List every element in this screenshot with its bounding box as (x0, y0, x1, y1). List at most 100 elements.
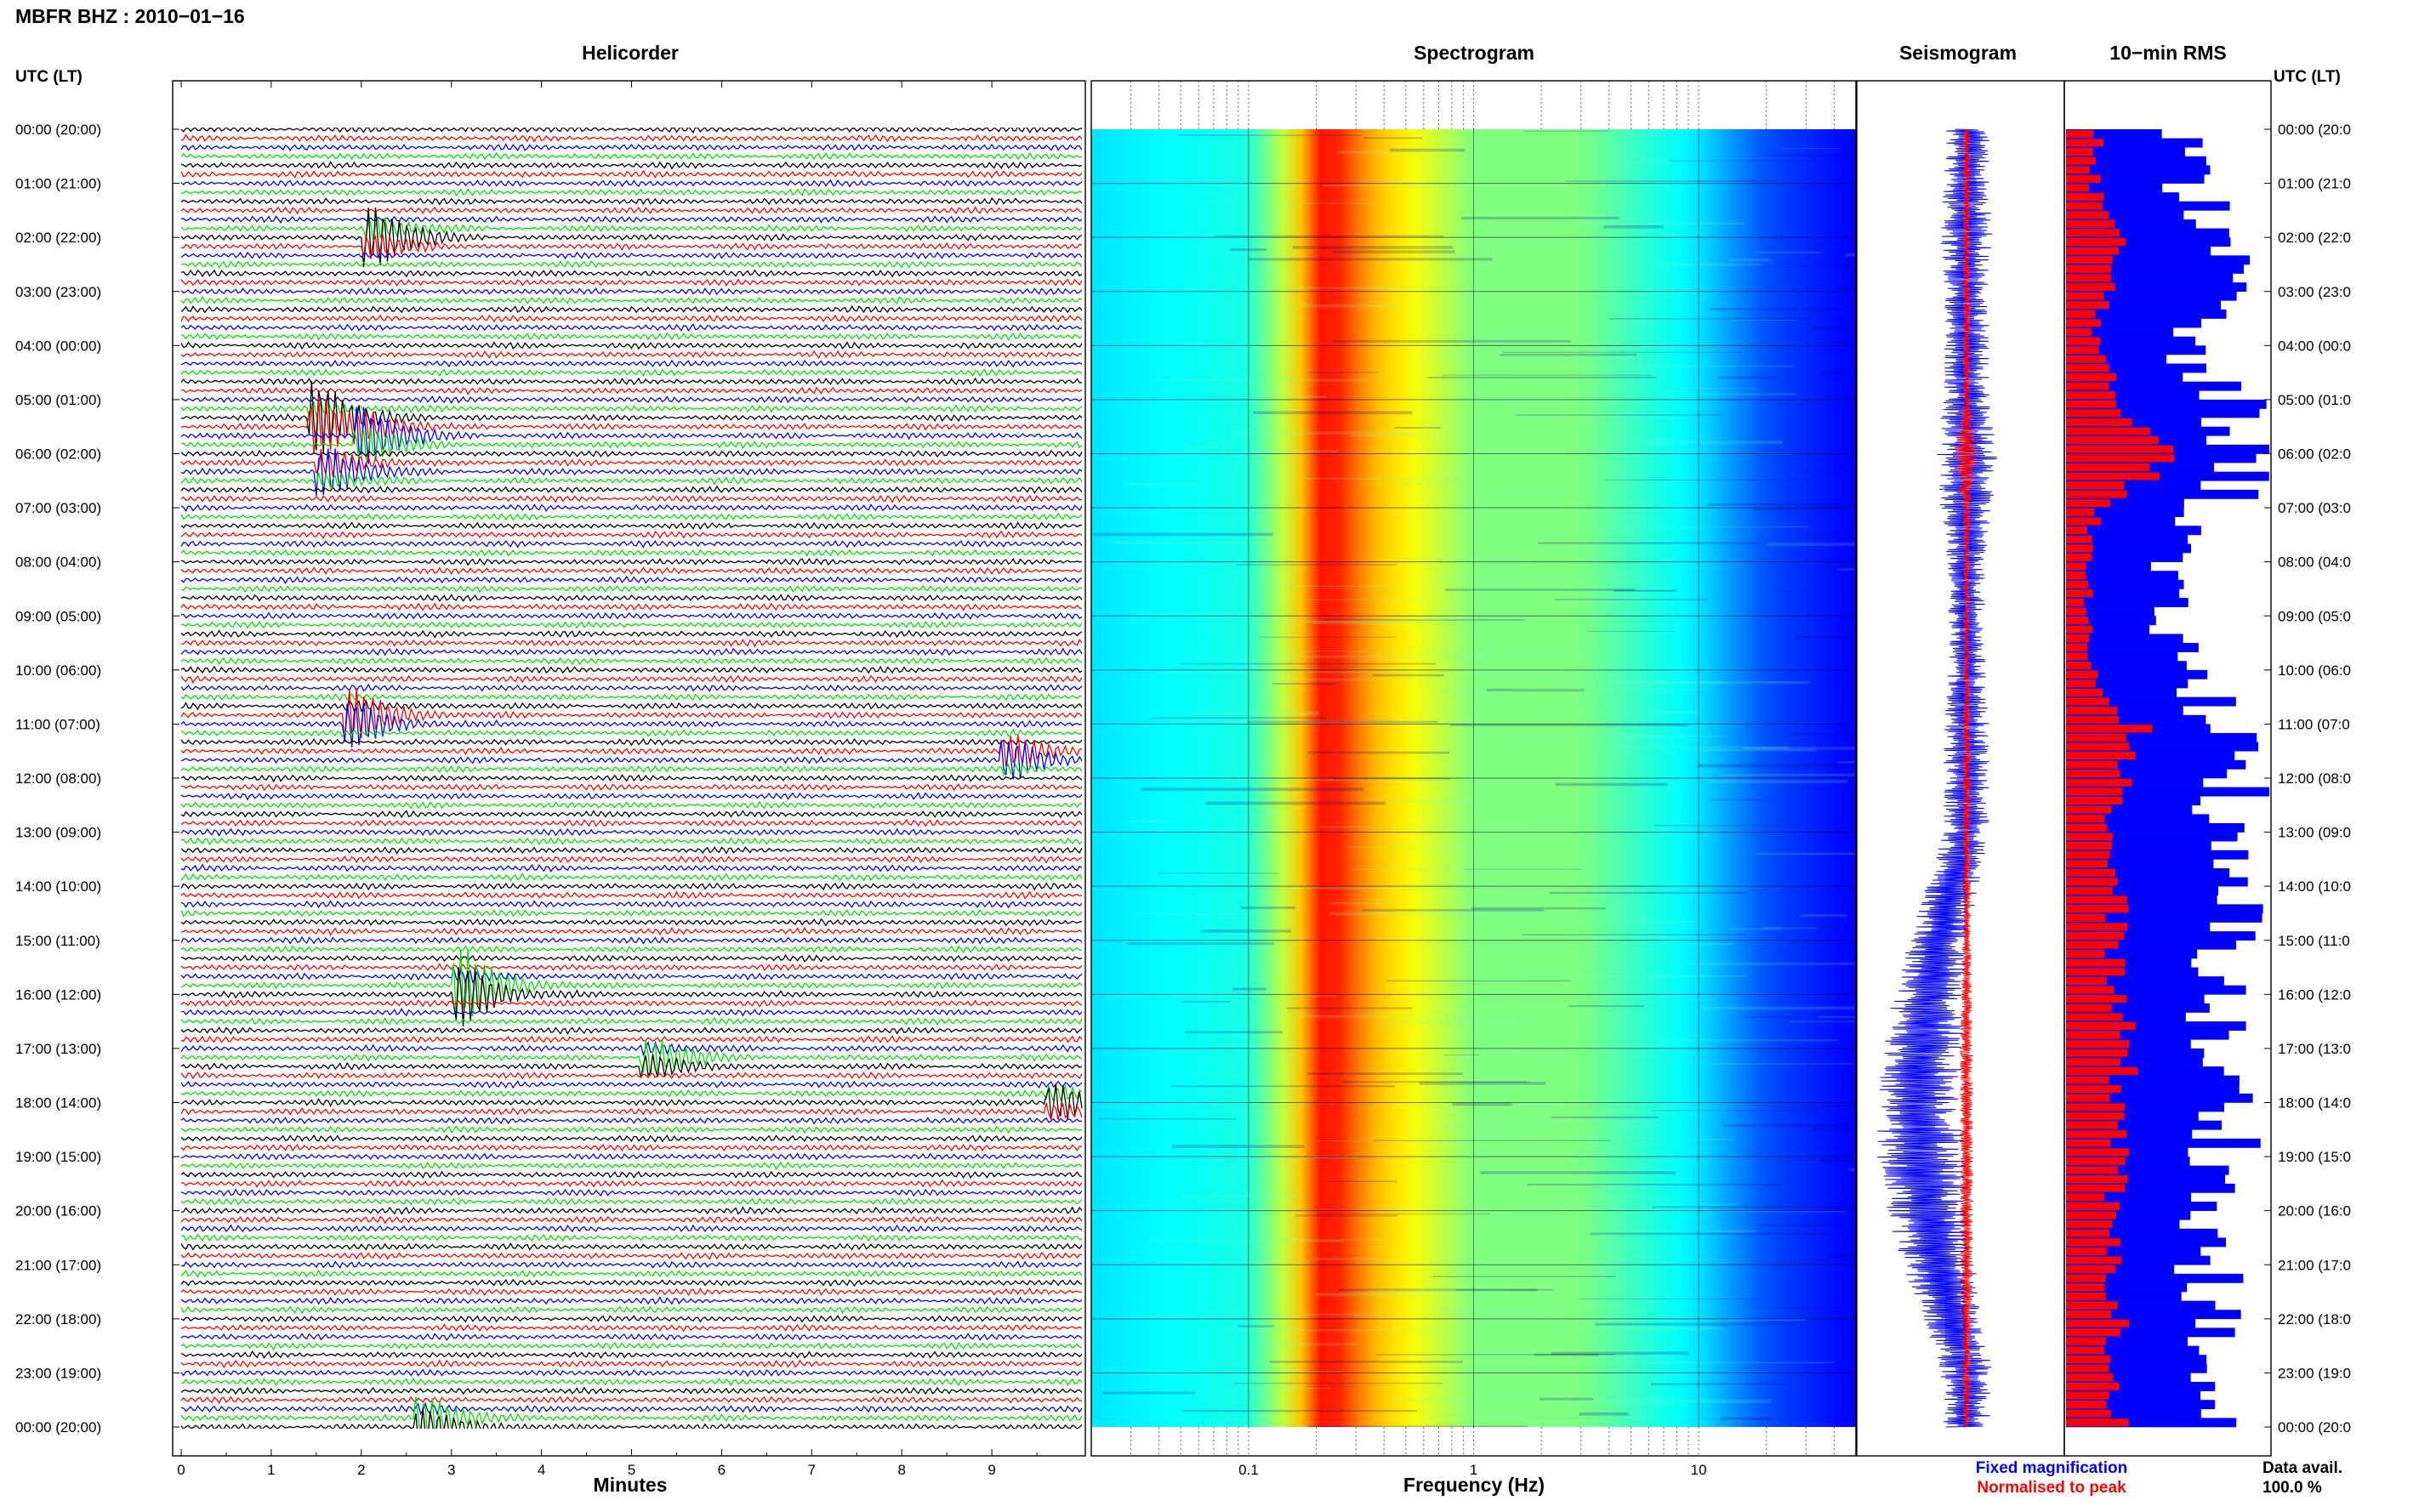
helicorder-trace (180, 1179, 1083, 1188)
spectrogram-streak (1375, 1354, 1615, 1356)
rms-bar (2066, 625, 2093, 634)
spectrogram-streak (1650, 1383, 1787, 1385)
spectrogram-streak (1742, 1015, 1802, 1018)
rms-bar (2066, 878, 2118, 886)
spectrogram-streak (1579, 1412, 1629, 1416)
rms-bar (2066, 707, 2118, 715)
rms-bar (2066, 264, 2245, 274)
rms-bar (2066, 967, 2199, 977)
hour-label-right: 13:00 (09:0 (2278, 825, 2351, 841)
spectrogram-streak (1701, 1006, 1856, 1010)
rms-bar (2066, 778, 2132, 787)
helicorder-trace (180, 1323, 1083, 1333)
spectrogram-streak (1720, 1417, 1771, 1421)
rms-bar (2066, 228, 2229, 238)
helicorder-trace (180, 332, 1083, 342)
spectrogram-streak (1351, 868, 1593, 870)
seismogram-panel (1877, 128, 1997, 1428)
rms-bar (2066, 1157, 2126, 1165)
spectrogram-streak (1845, 253, 1856, 257)
helicorder-trace (180, 1278, 1083, 1287)
helicorder-trace (180, 873, 1083, 882)
helicorder-trace (180, 287, 1083, 296)
rms-bar (2066, 877, 2248, 887)
spectrogram-streak (1287, 1007, 1413, 1009)
spectrogram-streak (1694, 942, 1733, 946)
minute-tick-label: 5 (628, 1462, 635, 1478)
hour-label-left: 09:00 (05:00) (15, 608, 101, 624)
rms-bar (2066, 184, 2090, 192)
spectrogram-streak (1302, 304, 1397, 308)
spectrogram-streak (1093, 532, 1273, 537)
spectrogram-streak (1189, 711, 1320, 715)
hour-label-right: 14:00 (10:0 (2278, 878, 2351, 895)
rms-bar (2066, 634, 2090, 643)
rms-bar (2066, 1300, 2216, 1310)
spectrogram-streak (1250, 450, 1340, 452)
spectrogram-streak (1603, 225, 1664, 229)
spectrogram-streak (1240, 906, 1296, 910)
spectrogram-streak (1093, 1371, 1341, 1373)
rms-bar (2066, 1391, 2109, 1400)
helicorder-trace (180, 128, 1083, 134)
spectrogram-streak (1551, 1327, 1722, 1330)
rms-bar (2066, 445, 2174, 453)
rms-bar (2066, 1409, 2111, 1418)
rms-bar (2066, 166, 2090, 174)
rms-bar (2066, 553, 2092, 561)
rms-bar (2066, 247, 2119, 255)
rms-bar (2066, 400, 2117, 408)
spectrogram-streak (1386, 615, 1459, 619)
spectrogram-streak (1333, 250, 1455, 253)
rms-bar (2066, 751, 2235, 761)
spectrogram-streak (1307, 1425, 1528, 1428)
rms-bar (2066, 165, 2211, 175)
panel-title-seismogram: Seismogram (1899, 42, 2017, 64)
helicorder-trace (180, 611, 1083, 620)
spectrogram-streak (1442, 374, 1651, 376)
spectrogram-streak (1461, 341, 1568, 345)
rms-bar (2066, 300, 2222, 310)
rms-bar (2066, 472, 2160, 480)
rms-bar (2066, 922, 2211, 932)
rms-bar (2066, 1085, 2121, 1094)
spectrogram-streak (1820, 371, 1856, 375)
helicorder-trace (180, 1143, 1083, 1152)
helicorder-trace (180, 783, 1083, 792)
spectrogram-streak (1480, 1171, 1676, 1174)
rms-bar (2066, 346, 2099, 355)
helicorder-trace (180, 485, 1083, 494)
rms-bar (2066, 1048, 2205, 1058)
spectrogram-streak (1709, 780, 1848, 783)
spectrogram-streak (1390, 148, 1466, 152)
hour-label-left: 17:00 (13:00) (15, 1041, 101, 1057)
spectrogram-streak (1232, 395, 1328, 398)
helicorder-trace (180, 251, 1083, 260)
spectrogram-streak (1312, 621, 1427, 624)
helicorder-trace (180, 1215, 1083, 1225)
spectrogram-streak (1790, 470, 1856, 472)
spectrogram-streak (1519, 975, 1620, 978)
rms-bar (2066, 1138, 2261, 1148)
spectrogram-streak (1696, 764, 1856, 768)
spectrogram-streak (1333, 339, 1572, 343)
helicorder-trace (180, 368, 1083, 378)
hour-label-left: 11:00 (07:00) (15, 716, 100, 732)
helicorder-trace (180, 1016, 1083, 1026)
spectrogram-streak (1214, 1387, 1332, 1390)
rms-bar (2066, 1111, 2125, 1120)
spectrogram-streak (1511, 736, 1727, 737)
spectrogram-streak (1631, 365, 1796, 367)
hour-label-right: 02:00 (22:0 (2278, 230, 2351, 246)
helicorder-trace (180, 792, 1083, 801)
helicorder-trace (180, 1315, 1083, 1323)
helicorder-trace (180, 1197, 1083, 1206)
spectrogram-streak (1794, 635, 1856, 639)
spectrogram-streak (1397, 558, 1534, 560)
spectrogram-streak (1793, 265, 1856, 268)
spectrogram-streak (1838, 323, 1856, 325)
frequency-tick-label: 10 (1691, 1462, 1707, 1478)
rms-bar (2066, 580, 2089, 588)
spectrogram-streak (1589, 1232, 1830, 1236)
rms-bar (2066, 1283, 2105, 1292)
